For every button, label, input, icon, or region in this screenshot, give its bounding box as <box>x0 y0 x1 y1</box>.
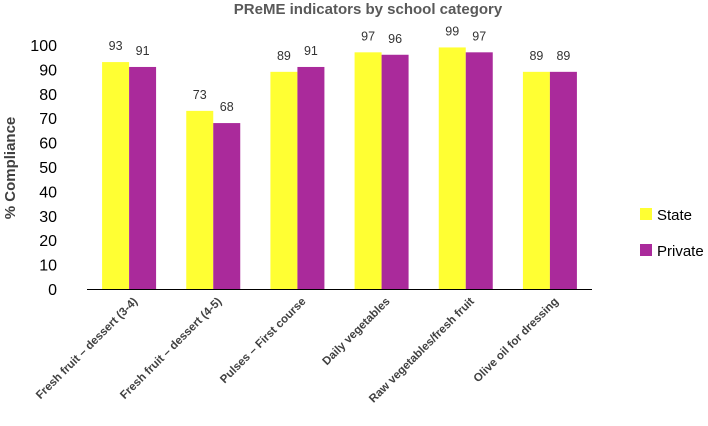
data-label: 96 <box>388 32 402 46</box>
bar-private <box>297 66 325 290</box>
legend: State Private <box>640 207 704 260</box>
x-tick-label: Daily vegetables <box>320 296 392 368</box>
data-label: 91 <box>304 44 318 58</box>
y-tick-label: 50 <box>39 160 57 177</box>
bars <box>102 47 577 290</box>
legend-label-private: Private <box>657 243 704 260</box>
bar-state <box>522 71 550 289</box>
bar-state <box>270 71 298 289</box>
y-axis-ticks: 0 10 20 30 40 50 60 70 80 90 100 <box>30 38 57 299</box>
data-label: 68 <box>220 100 234 114</box>
data-label: 89 <box>277 49 291 63</box>
bar-state <box>438 47 466 289</box>
x-tick-label: Pulses – First course <box>218 296 308 386</box>
legend-label-state: State <box>657 207 692 224</box>
data-label: 97 <box>361 29 375 43</box>
chart-title: PReME indicators by school category <box>234 1 503 18</box>
y-tick-label: 70 <box>39 111 57 128</box>
data-label: 97 <box>472 29 486 43</box>
legend-swatch-state <box>640 208 652 220</box>
bar-private <box>465 52 493 289</box>
bar-state <box>186 110 214 289</box>
y-tick-label: 10 <box>39 258 57 275</box>
y-axis-label: % Compliance <box>2 117 19 220</box>
bar-state <box>102 62 130 289</box>
data-label: 91 <box>136 44 150 58</box>
x-tick-label: Olive oil for dressing <box>472 296 561 385</box>
data-label: 89 <box>556 49 570 63</box>
bar-private <box>213 123 241 289</box>
y-tick-label: 90 <box>39 62 57 79</box>
y-tick-label: 100 <box>30 38 57 55</box>
bar-private <box>381 54 409 290</box>
x-axis-ticks: Fresh fruit – dessert (3-4)Fresh fruit –… <box>34 296 561 406</box>
data-labels: 93 91 73 68 89 91 97 96 99 97 89 89 <box>109 24 571 114</box>
y-tick-label: 40 <box>39 184 57 201</box>
data-label: 73 <box>193 88 207 102</box>
bar-private <box>129 66 157 290</box>
y-tick-label: 0 <box>48 282 57 299</box>
y-tick-label: 20 <box>39 233 57 250</box>
legend-swatch-private <box>640 244 652 256</box>
data-label: 93 <box>109 39 123 53</box>
bar-private <box>549 71 577 289</box>
y-tick-label: 80 <box>39 87 57 104</box>
x-tick-label: Fresh fruit – dessert (4-5) <box>118 296 224 402</box>
data-label: 89 <box>529 49 543 63</box>
y-tick-label: 60 <box>39 136 57 153</box>
y-tick-label: 30 <box>39 209 57 226</box>
bar-state <box>354 52 382 289</box>
data-label: 99 <box>445 24 459 38</box>
